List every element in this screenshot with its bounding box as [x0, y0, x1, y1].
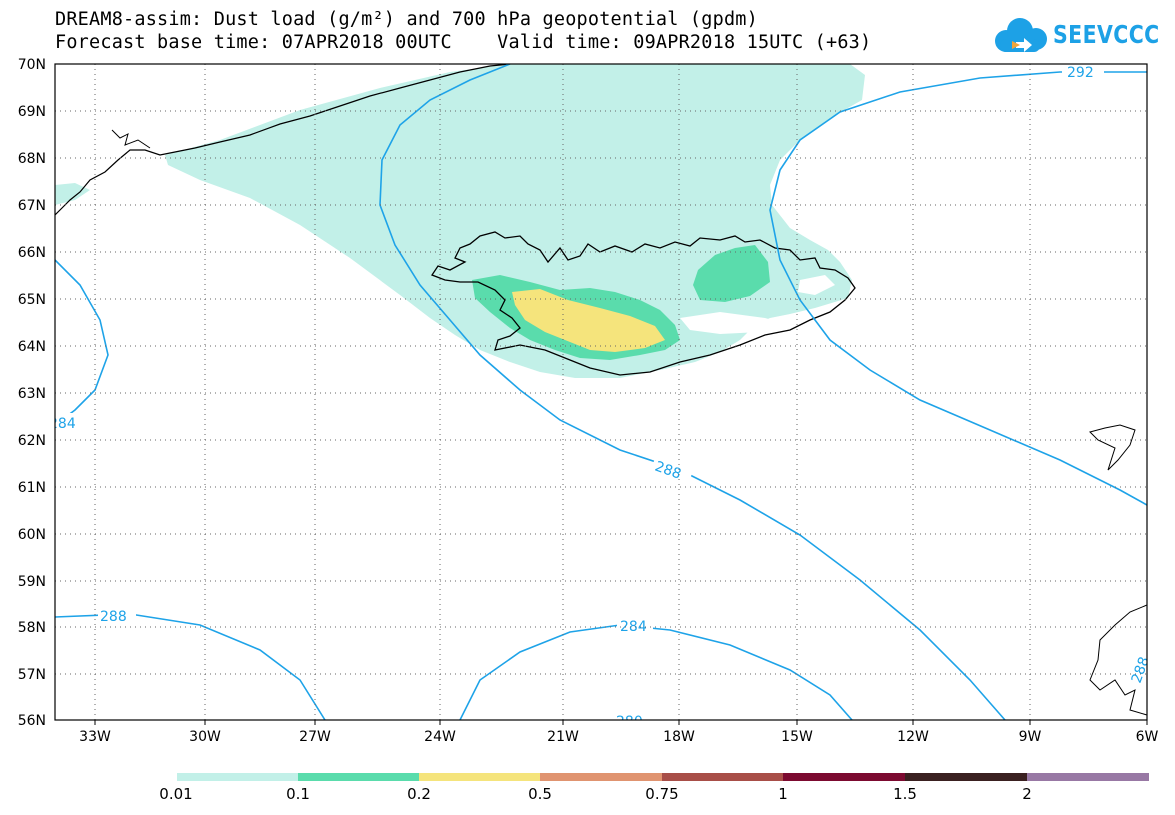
colorbar-label: 0.75	[645, 785, 679, 803]
dust-region-mid-east	[693, 245, 770, 302]
cloud-icon	[995, 18, 1047, 52]
greenland-coastline	[55, 64, 511, 216]
map-title: DREAM8-assim: Dust load (g/m²) and 700 h…	[55, 9, 758, 30]
lon-label: 24W	[424, 729, 456, 745]
colorbar-segment	[540, 773, 662, 781]
lat-label: 68N	[17, 151, 46, 167]
contour-label-292: 292	[1067, 65, 1094, 81]
lon-label: 18W	[663, 729, 695, 745]
map-subtitle: Forecast base time: 07APR2018 00UTC Vali…	[55, 32, 872, 53]
lat-label: 69N	[17, 104, 46, 120]
colorbar-segment	[783, 773, 905, 781]
map-frame	[54, 63, 1148, 721]
lon-label: 15W	[781, 729, 813, 745]
lat-label: 63N	[17, 386, 46, 402]
lon-label: 9W	[1018, 729, 1042, 745]
lat-label: 61N	[17, 480, 46, 496]
colorbar-label: 1.5	[893, 785, 917, 803]
colorbar-label: 0.5	[528, 785, 552, 803]
logo-text: SEEVCCC	[1053, 20, 1160, 49]
dust-region-high	[512, 289, 665, 352]
colorbar-segment	[1027, 773, 1149, 781]
contour-label-284-south: 284	[620, 619, 647, 635]
lon-label: 21W	[547, 729, 579, 745]
colorbar-label: 0.1	[286, 785, 310, 803]
lon-label: 12W	[897, 729, 929, 745]
contour-label-288-southwest: 288	[100, 609, 127, 625]
colorbar-segment	[177, 773, 298, 781]
colorbar-label: 0.2	[407, 785, 431, 803]
contour-label-288-east: 288	[1129, 655, 1153, 686]
lat-label: 65N	[17, 292, 46, 308]
lon-label: 30W	[189, 729, 221, 745]
lat-label: 67N	[17, 198, 46, 214]
dust-region-low-west	[55, 183, 90, 205]
lon-label: 27W	[299, 729, 331, 745]
colorbar-segment	[905, 773, 1027, 781]
colorbar-label: 1	[778, 785, 788, 803]
lat-label: 64N	[17, 339, 46, 355]
lat-label: 56N	[17, 713, 46, 729]
colorbar-segment	[662, 773, 783, 781]
graticule	[55, 64, 1147, 720]
colorbar-label: 0.01	[159, 785, 193, 803]
faroe-coastline	[1089, 424, 1136, 471]
lat-label: 66N	[17, 245, 46, 261]
colorbar-segment	[298, 773, 419, 781]
lat-label: 57N	[17, 667, 46, 683]
iceland-coastline	[431, 231, 856, 376]
colorbar-label: 2	[1022, 785, 1032, 803]
contour-label-280: 280	[616, 714, 643, 730]
lon-label: 33W	[79, 729, 111, 745]
lat-label: 70N	[17, 57, 46, 73]
lat-label: 62N	[17, 433, 46, 449]
colorbar-segment	[419, 773, 540, 781]
lat-label: 59N	[17, 574, 46, 590]
lat-label: 58N	[17, 620, 46, 636]
scotland-coastline	[1089, 604, 1147, 716]
contour-label-284-west: 284	[49, 416, 76, 432]
lon-label: 6W	[1135, 729, 1159, 745]
lat-label: 60N	[17, 527, 46, 543]
